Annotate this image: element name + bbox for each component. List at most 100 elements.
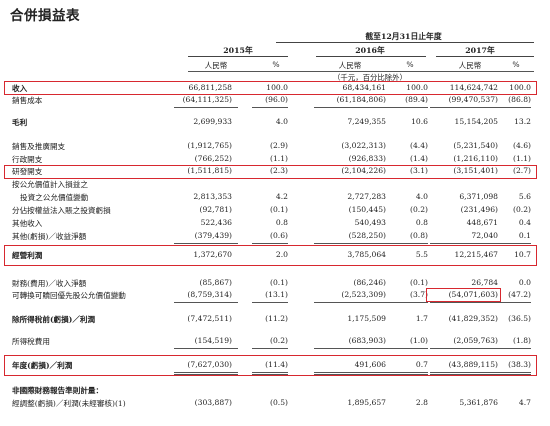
row-label: 毛利 <box>12 118 28 127</box>
cell-a: 2,699,933 <box>193 117 232 126</box>
subtotal-rule <box>498 348 531 349</box>
row-label: 行政開支 <box>12 155 43 164</box>
table-row: 經調整(虧損)／利潤(未經審核)(1) (303,887) (0.5) 1,895,6… <box>0 398 550 411</box>
row-label: 除所得稅前(虧損)／利潤 <box>12 315 96 324</box>
subtotal-rule <box>386 243 428 244</box>
row-label: 年度(虧損)／利潤 <box>12 361 73 370</box>
subtotal-rule <box>314 243 386 244</box>
cell-c: (3,151,401) <box>453 166 498 175</box>
subtotal-rule <box>314 302 386 303</box>
table-row: 可轉換可贖回優先股公允價值變動 (8,759,314) (13.1) (2,523,3… <box>0 290 550 303</box>
cell-bp: (0.8) <box>409 231 428 240</box>
cell-a: (7,472,511) <box>187 314 232 323</box>
cell-c: (5,231,540) <box>453 141 498 150</box>
cell-bp: (3.7) <box>409 290 428 299</box>
highlight-operating-profit <box>4 245 537 266</box>
cell-cp: 0.1 <box>518 231 531 240</box>
cell-c: 12,215,467 <box>454 250 498 259</box>
row-label: 銷售及推廣開支 <box>12 142 66 151</box>
cell-bp: (4.4) <box>409 141 428 150</box>
cell-b: 2,727,283 <box>347 192 386 201</box>
subtotal-rule <box>386 107 428 108</box>
row-label: 財務(費用)／收入淨額 <box>12 279 87 288</box>
cell-bp: (0.2) <box>409 205 428 214</box>
table-row: 其他(虧損)／收益淨額 (379,439) (0.6) (528,250) (0.8) 7… <box>0 231 550 244</box>
cell-bp: (89.4) <box>405 95 428 104</box>
cell-c: (231,496) <box>460 205 498 214</box>
cell-bp: 4.0 <box>415 192 428 201</box>
cell-bp: (0.1) <box>409 278 428 287</box>
row-label: 其他收入 <box>12 219 43 228</box>
cell-ap: (0.1) <box>269 205 288 214</box>
cell-bp: (3.1) <box>409 166 428 175</box>
cell-cp: (36.5) <box>508 314 531 323</box>
subtotal-rule <box>498 243 531 244</box>
cell-a: (379,439) <box>194 231 232 240</box>
cell-bp: 0.7 <box>415 360 428 369</box>
cell-c: 26,784 <box>471 278 498 287</box>
cell-cp: (2.7) <box>512 166 531 175</box>
table-row: 投資之公允價值變動 2,813,353 4.2 2,727,283 4.0 6,371,0… <box>0 192 550 205</box>
currency-header-2017: 人民幣 <box>458 61 482 70</box>
table-row: 分佔按權益法入賬之投資虧損 (92,781) (0.1) (150,445) (0.2)… <box>0 205 550 218</box>
table-row: 所得稅費用 (154,519) (0.2) (683,903) (1.0) (2,059,… <box>0 336 550 349</box>
row-label: 按公允價值計入損益之 <box>12 180 88 189</box>
column-header-rule <box>188 71 534 72</box>
cell-c: 5,361,876 <box>459 398 498 407</box>
cell-a: (1,912,765) <box>187 141 232 150</box>
cell-c: 72,040 <box>471 231 498 240</box>
table-row: 除所得稅前(虧損)／利潤 (7,472,511) (11.2) 1,175,509 1.… <box>0 314 550 327</box>
cell-cp: (1.1) <box>512 154 531 163</box>
cell-b: (61,184,806) <box>336 95 386 104</box>
cell-a: 66,811,258 <box>188 83 232 92</box>
subtotal-rule <box>386 302 428 303</box>
cell-ap: 2.0 <box>275 250 288 259</box>
subtotal-rule <box>498 107 531 108</box>
cell-a: 522,436 <box>200 218 232 227</box>
cell-b: 7,249,355 <box>347 117 386 126</box>
cell-cp: (4.6) <box>512 141 531 150</box>
cell-b: (2,104,226) <box>341 166 386 175</box>
highlight-fair-value-change-2017 <box>426 288 501 302</box>
subtotal-rule <box>252 348 288 349</box>
row-label: 投資之公允價值變動 <box>20 193 89 202</box>
cell-c: 6,371,098 <box>459 192 498 201</box>
row-label: 研發開支 <box>12 167 43 176</box>
subtotal-rule <box>430 302 498 303</box>
period-header: 截至12月31日止年度 <box>365 32 442 41</box>
cell-ap: (0.6) <box>269 231 288 240</box>
cell-ap: 100.0 <box>266 83 288 92</box>
cell-c: (2,059,763) <box>453 336 498 345</box>
cell-b: (926,833) <box>348 154 386 163</box>
year-rule-2016 <box>316 56 426 57</box>
cell-b: (86,246) <box>353 278 387 287</box>
subtotal-rule <box>252 302 288 303</box>
cell-a: 2,813,353 <box>193 192 232 201</box>
year-rule-2017 <box>436 56 534 57</box>
subtotal-rule <box>252 243 288 244</box>
cell-bp: 100.0 <box>406 83 428 92</box>
subtotal-rule <box>430 348 498 349</box>
row-label: 非國際財務報告準則計量： <box>12 386 104 395</box>
cell-b: (3,022,313) <box>341 141 386 150</box>
cell-ap: (96.0) <box>265 95 288 104</box>
cell-a: 1,372,670 <box>193 250 232 259</box>
subtotal-rule <box>174 243 238 244</box>
cell-ap: (1.1) <box>269 154 288 163</box>
cell-a: (303,887) <box>194 398 232 407</box>
total-double-rule <box>430 372 498 375</box>
cell-cp: 13.2 <box>514 117 531 126</box>
cell-a: (766,252) <box>194 154 232 163</box>
cell-c: (54,071,603) <box>448 290 498 299</box>
cell-ap: (2.3) <box>269 166 288 175</box>
cell-a: (1,511,815) <box>187 166 232 175</box>
cell-bp: 5.5 <box>415 250 428 259</box>
cell-ap: (11.2) <box>265 314 288 323</box>
year-rule-2015 <box>188 56 288 57</box>
total-double-rule <box>252 372 288 375</box>
row-label: 可轉換可贖回優先股公允價值變動 <box>12 291 126 300</box>
cell-ap: (0.5) <box>269 398 288 407</box>
row-label: 其他(虧損)／收益淨額 <box>12 232 87 241</box>
cell-a: (85,867) <box>199 278 233 287</box>
subtotal-rule <box>174 348 238 349</box>
